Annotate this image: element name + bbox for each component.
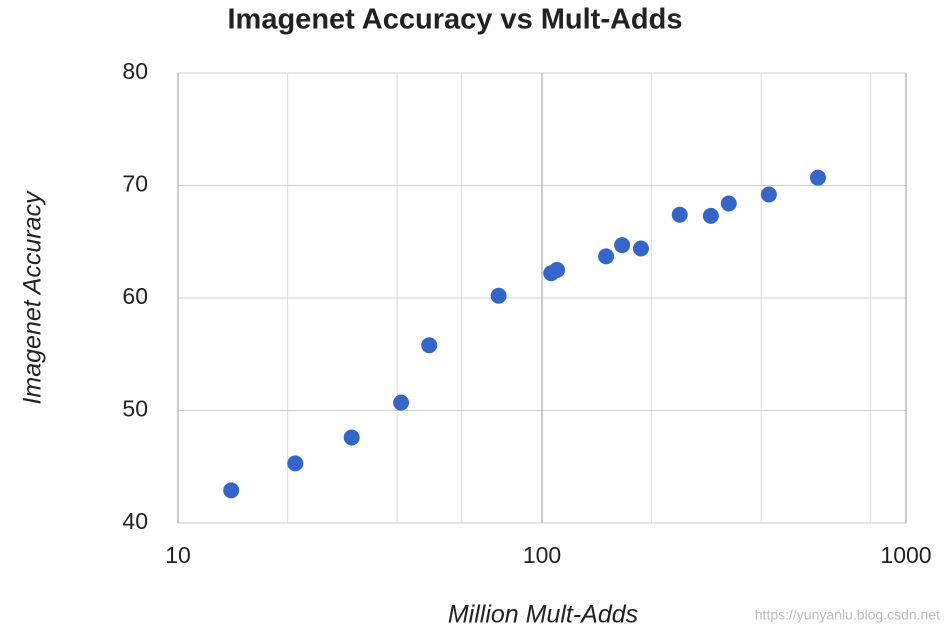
point — [421, 337, 438, 354]
point — [549, 261, 566, 278]
point — [614, 237, 631, 254]
chart-title: Imagenet Accuracy vs Mult-Adds — [228, 4, 683, 36]
x-tick-label: 100 — [523, 542, 561, 568]
point — [223, 482, 240, 499]
point — [393, 394, 410, 411]
y-tick-label: 50 — [122, 396, 148, 422]
point — [343, 429, 360, 446]
point — [760, 186, 777, 203]
point — [287, 455, 304, 472]
y-tick-label: 60 — [122, 283, 148, 309]
point — [702, 207, 719, 224]
x-axis-label: Million Mult-Adds — [448, 601, 638, 629]
watermark: https://yunyanlu.blog.csdn.net — [755, 607, 940, 623]
x-tick-label: 10 — [165, 542, 191, 568]
point — [720, 195, 737, 212]
y-axis-label: Imagenet Accuracy — [19, 190, 47, 405]
point — [809, 169, 826, 186]
point — [598, 248, 615, 265]
y-tick-label: 40 — [122, 508, 148, 534]
point — [671, 206, 688, 223]
y-tick-label: 80 — [122, 58, 148, 84]
x-tick-label: 1000 — [880, 542, 931, 568]
point — [490, 287, 507, 304]
y-tick-label: 70 — [122, 171, 148, 197]
point — [632, 240, 649, 257]
